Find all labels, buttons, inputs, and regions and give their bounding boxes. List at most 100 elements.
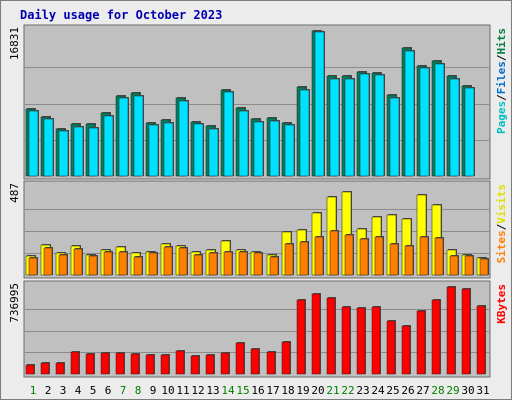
bar: [208, 252, 218, 276]
x-tick-label: 24: [371, 384, 385, 397]
bar: [163, 122, 174, 177]
bar-kbytes: [25, 364, 35, 375]
bar-files: [193, 123, 204, 177]
chart-title: Daily usage for October 2023: [20, 8, 222, 22]
bar-files: [73, 126, 84, 177]
legend-separator: /: [495, 94, 508, 101]
x-tick-label: 16: [251, 384, 264, 397]
bar: [329, 78, 340, 177]
bar-sites: [103, 251, 113, 276]
bar: [479, 258, 489, 276]
bar-files: [208, 128, 219, 177]
bar-kbytes: [266, 351, 276, 375]
bar: [163, 246, 173, 276]
legend-entry: Pages: [495, 101, 508, 134]
x-tick-label: 5: [90, 384, 97, 397]
bar-files: [389, 97, 400, 177]
bar: [55, 362, 65, 375]
bar-sites: [434, 237, 444, 276]
bar-sites: [163, 246, 173, 276]
bar: [269, 256, 279, 276]
bar: [208, 128, 219, 177]
bar-files: [133, 95, 144, 177]
bar: [359, 73, 370, 177]
bar: [434, 237, 444, 276]
bar: [371, 306, 381, 375]
x-tick-label: 17: [266, 384, 279, 397]
bar-kbytes: [371, 306, 381, 375]
bar-kbytes: [461, 288, 471, 375]
bar-sites: [178, 247, 188, 276]
bar: [344, 78, 355, 177]
bar: [148, 252, 158, 276]
bar-kbytes: [40, 362, 50, 375]
bar: [329, 230, 339, 276]
bar: [341, 306, 351, 375]
bar: [266, 351, 276, 375]
bar: [434, 63, 445, 177]
bar-sites: [404, 245, 414, 276]
bar-sites: [88, 255, 98, 276]
legend-entry: Visits: [495, 184, 508, 224]
bar-files: [434, 63, 445, 177]
x-tick-label: 27: [416, 384, 429, 397]
bar-files: [43, 118, 54, 177]
bar-kbytes: [85, 353, 95, 375]
x-tick-label: 26: [401, 384, 414, 397]
bar-files: [344, 78, 355, 177]
x-tick-label: 2: [45, 384, 52, 397]
bar-files: [419, 67, 430, 177]
bar: [250, 348, 260, 375]
bar-kbytes: [386, 320, 396, 375]
bar: [148, 124, 159, 177]
bar-files: [449, 78, 460, 177]
bar-sites: [479, 258, 489, 276]
bar-sites: [359, 238, 369, 276]
bar-sites: [253, 252, 263, 276]
bar: [476, 305, 486, 375]
bar: [464, 255, 474, 276]
bar-files: [464, 87, 475, 177]
bar-kbytes: [160, 354, 170, 375]
bar-kbytes: [356, 307, 366, 375]
bar-files: [359, 73, 370, 177]
bar-sites: [28, 257, 38, 276]
bar: [28, 257, 38, 276]
bar: [130, 353, 140, 375]
legend-entry: Files: [495, 61, 508, 94]
bar-files: [269, 120, 280, 177]
bar: [223, 91, 234, 177]
bar: [28, 110, 39, 177]
bar-sites: [208, 252, 218, 276]
bar-kbytes: [130, 353, 140, 375]
bar: [314, 31, 325, 177]
bar-sites: [284, 243, 294, 276]
bar: [374, 74, 385, 177]
x-tick-label: 28: [431, 384, 444, 397]
bar: [419, 236, 429, 276]
bar-kbytes: [190, 355, 200, 375]
bar: [133, 95, 144, 177]
bar: [100, 352, 110, 375]
x-tick-label: 10: [161, 384, 174, 397]
bar: [404, 245, 414, 276]
bar: [284, 124, 295, 177]
x-tick-label: 23: [356, 384, 369, 397]
bar: [103, 115, 114, 177]
bar-files: [223, 91, 234, 177]
bar-sites: [118, 251, 128, 276]
bar-kbytes: [100, 352, 110, 375]
x-tick-label: 18: [281, 384, 294, 397]
bar-sites: [329, 230, 339, 276]
x-tick-label: 22: [341, 384, 354, 397]
bar: [314, 236, 324, 276]
bar: [70, 351, 80, 375]
bar: [389, 97, 400, 177]
bar: [205, 354, 215, 375]
bar: [235, 342, 245, 375]
bar: [145, 354, 155, 375]
legend: KBytes: [495, 284, 508, 324]
bar: [220, 352, 230, 375]
